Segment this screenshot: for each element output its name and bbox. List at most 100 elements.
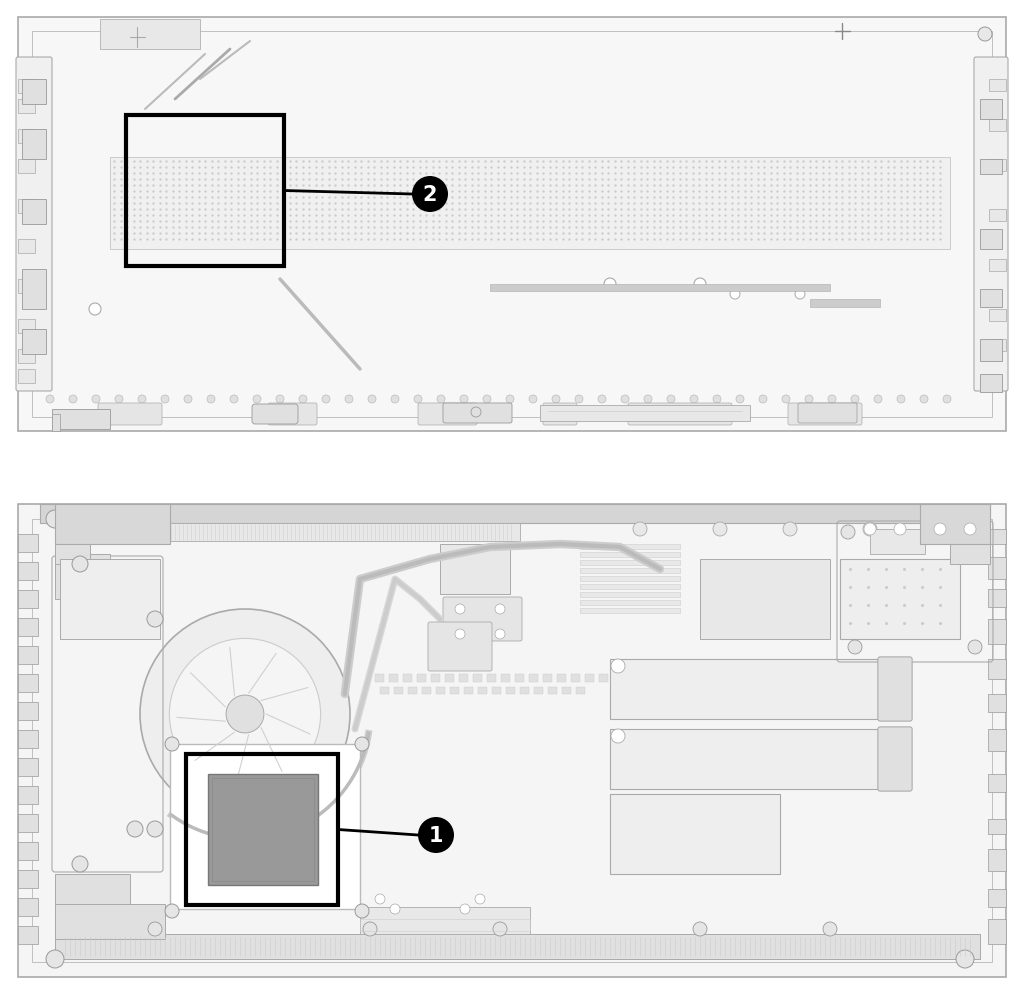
- Circle shape: [72, 557, 88, 573]
- FancyBboxPatch shape: [543, 404, 577, 425]
- Circle shape: [253, 396, 261, 404]
- Circle shape: [805, 396, 813, 404]
- Bar: [988, 889, 1006, 908]
- Bar: [988, 730, 1006, 751]
- Bar: [989, 80, 1006, 91]
- Bar: [18, 535, 38, 553]
- Circle shape: [621, 396, 629, 404]
- Bar: [580, 592, 680, 597]
- Bar: [920, 505, 990, 545]
- Bar: [32, 520, 992, 962]
- Bar: [501, 674, 510, 682]
- Circle shape: [161, 396, 169, 404]
- Circle shape: [575, 396, 583, 404]
- Bar: [60, 560, 160, 639]
- Bar: [440, 545, 510, 594]
- FancyBboxPatch shape: [443, 404, 512, 423]
- Bar: [18, 618, 38, 636]
- Bar: [840, 560, 961, 639]
- Bar: [988, 558, 1006, 580]
- Bar: [18, 505, 1006, 977]
- Bar: [18, 703, 38, 721]
- Bar: [22, 330, 46, 355]
- Circle shape: [418, 817, 454, 853]
- Circle shape: [207, 396, 215, 404]
- Bar: [980, 100, 1002, 120]
- Bar: [18, 646, 38, 664]
- Circle shape: [355, 905, 369, 918]
- Bar: [403, 674, 412, 682]
- Bar: [988, 530, 1006, 545]
- FancyBboxPatch shape: [252, 405, 298, 424]
- Circle shape: [322, 396, 330, 404]
- Text: 1: 1: [429, 825, 443, 845]
- Text: 2: 2: [423, 185, 437, 205]
- Bar: [980, 340, 1002, 362]
- Circle shape: [412, 177, 449, 213]
- FancyBboxPatch shape: [443, 597, 522, 641]
- FancyBboxPatch shape: [878, 728, 912, 791]
- Bar: [417, 674, 426, 682]
- Bar: [580, 600, 680, 605]
- Bar: [100, 20, 200, 50]
- Bar: [580, 545, 680, 550]
- Bar: [562, 687, 571, 694]
- Bar: [18, 926, 38, 944]
- Circle shape: [529, 396, 537, 404]
- Bar: [18, 370, 35, 384]
- Circle shape: [968, 526, 982, 540]
- Bar: [22, 269, 46, 310]
- Circle shape: [46, 511, 63, 529]
- Bar: [870, 530, 925, 555]
- Circle shape: [933, 523, 947, 537]
- Bar: [18, 200, 35, 214]
- Circle shape: [730, 289, 740, 300]
- Circle shape: [644, 396, 652, 404]
- Bar: [450, 687, 459, 694]
- Circle shape: [375, 894, 385, 905]
- FancyBboxPatch shape: [878, 657, 912, 722]
- Circle shape: [276, 396, 284, 404]
- Circle shape: [345, 396, 353, 404]
- Circle shape: [874, 396, 882, 404]
- Bar: [422, 687, 431, 694]
- Bar: [473, 674, 482, 682]
- Bar: [950, 505, 990, 565]
- Bar: [980, 230, 1002, 249]
- Bar: [186, 754, 338, 906]
- Bar: [464, 687, 473, 694]
- Circle shape: [736, 396, 744, 404]
- Bar: [980, 160, 1002, 175]
- Bar: [989, 340, 1006, 352]
- Bar: [55, 905, 165, 939]
- Bar: [18, 279, 35, 293]
- Circle shape: [782, 396, 790, 404]
- Circle shape: [455, 604, 465, 614]
- Circle shape: [165, 905, 179, 918]
- Bar: [571, 674, 580, 682]
- Bar: [22, 80, 46, 105]
- Circle shape: [46, 950, 63, 968]
- FancyBboxPatch shape: [428, 622, 492, 671]
- Circle shape: [391, 396, 399, 404]
- Circle shape: [127, 821, 143, 837]
- Bar: [170, 745, 360, 910]
- Bar: [610, 659, 880, 720]
- Bar: [208, 774, 318, 885]
- Bar: [980, 375, 1002, 393]
- Bar: [988, 849, 1006, 871]
- Circle shape: [506, 396, 514, 404]
- Circle shape: [598, 396, 606, 404]
- Bar: [529, 674, 538, 682]
- Circle shape: [471, 408, 481, 417]
- Circle shape: [894, 524, 906, 536]
- Bar: [988, 774, 1006, 792]
- Circle shape: [713, 523, 727, 537]
- Circle shape: [148, 922, 162, 936]
- Bar: [580, 561, 680, 566]
- FancyBboxPatch shape: [974, 58, 1008, 392]
- Circle shape: [390, 905, 400, 914]
- Bar: [22, 130, 46, 160]
- FancyBboxPatch shape: [16, 58, 52, 392]
- Bar: [459, 674, 468, 682]
